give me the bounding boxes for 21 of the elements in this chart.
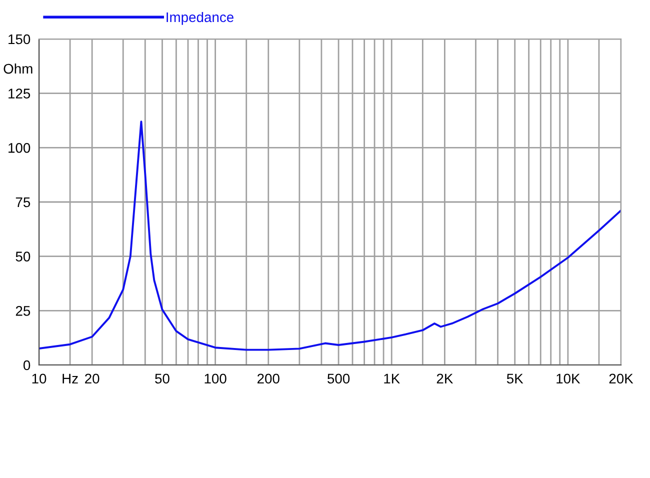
x-tick-label: 2K xyxy=(436,374,454,384)
y-axis-title: Ohm xyxy=(4,63,32,74)
y-tick-label: 50 xyxy=(16,252,30,262)
y-tick-label: 25 xyxy=(16,306,30,316)
x-tick-label: 50 xyxy=(155,374,170,384)
x-tick-label: 20K xyxy=(609,374,634,384)
y-tick-label: 100 xyxy=(8,143,30,153)
x-tick-label: 5K xyxy=(506,374,524,384)
x-tick-label: 500 xyxy=(328,374,350,384)
y-tick-label: 0 xyxy=(23,360,30,370)
text: Impedance xyxy=(166,12,234,25)
x-tick-label: 10 xyxy=(32,374,46,384)
x-tick-label: Hz xyxy=(62,374,78,384)
x-tick-label: 10K xyxy=(556,374,580,384)
x-tick-label: 20 xyxy=(85,374,100,384)
y-tick-label: 150 xyxy=(8,34,30,44)
x-tick-label: 1K xyxy=(384,374,400,384)
y-tick-label: 125 xyxy=(8,88,30,99)
x-tick-label: 200 xyxy=(257,374,280,384)
y-tick-label: 75 xyxy=(16,197,30,208)
x-tick-label: 100 xyxy=(204,374,226,384)
